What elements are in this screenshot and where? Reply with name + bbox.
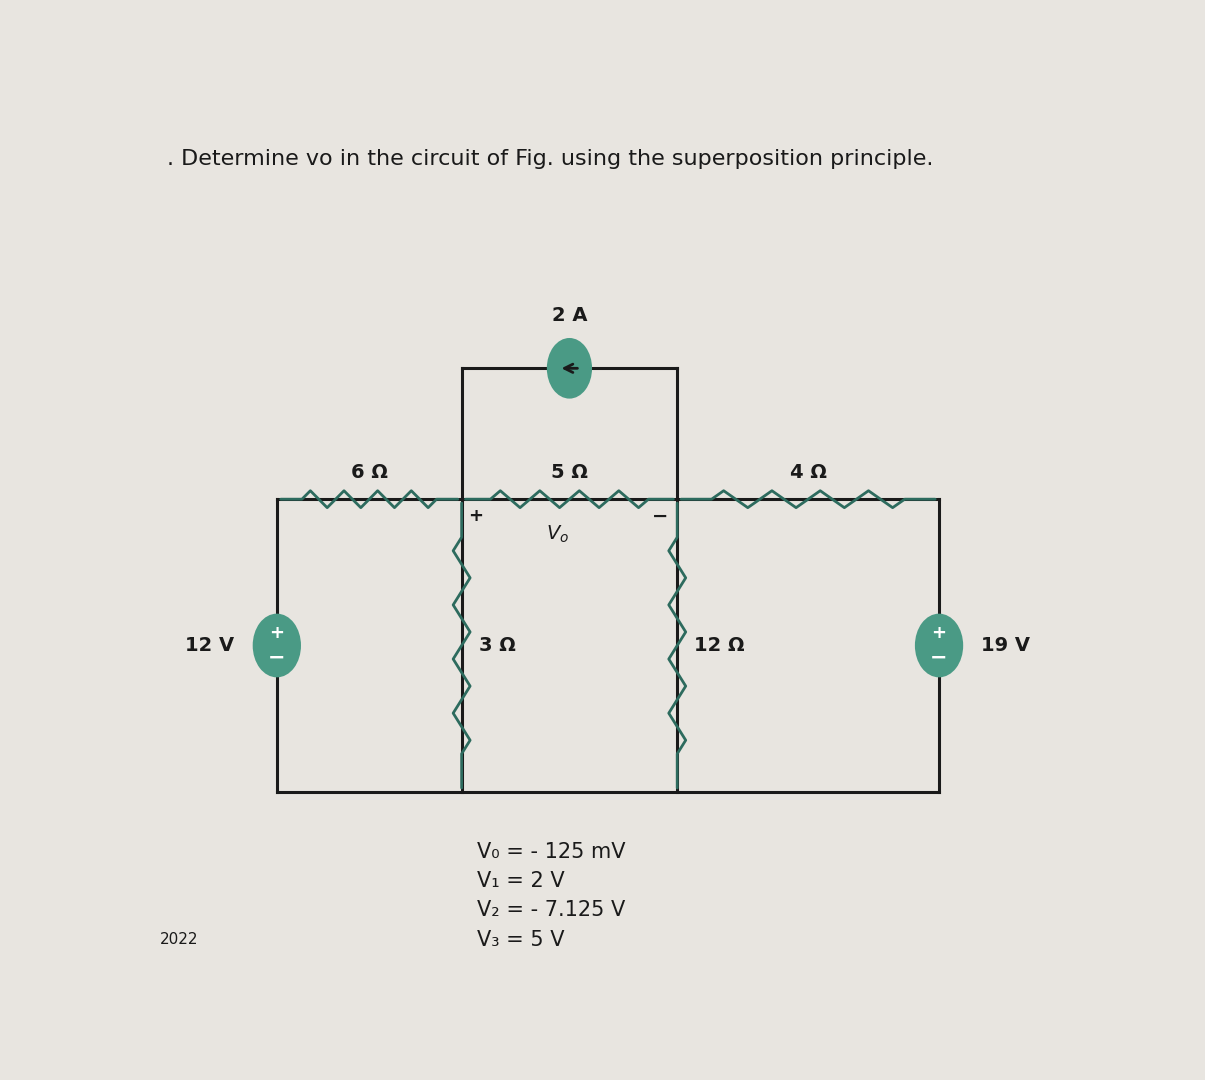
Text: 6 Ω: 6 Ω — [351, 463, 388, 483]
Text: 4 Ω: 4 Ω — [789, 463, 827, 483]
Text: −: − — [652, 507, 669, 526]
Text: 12 Ω: 12 Ω — [694, 636, 745, 654]
Text: +: + — [270, 624, 284, 643]
Ellipse shape — [916, 615, 962, 676]
Text: V₀ = - 125 mV: V₀ = - 125 mV — [477, 841, 625, 862]
Ellipse shape — [254, 615, 300, 676]
Text: $V_o$: $V_o$ — [546, 524, 570, 545]
Text: 3 Ω: 3 Ω — [478, 636, 516, 654]
Text: 12 V: 12 V — [186, 636, 235, 654]
Ellipse shape — [548, 339, 590, 397]
Text: 19 V: 19 V — [981, 636, 1030, 654]
Text: 2022: 2022 — [160, 932, 199, 947]
Text: 2 A: 2 A — [552, 307, 587, 325]
Text: −: − — [268, 648, 286, 667]
Text: 5 Ω: 5 Ω — [551, 463, 588, 483]
Text: V₃ = 5 V: V₃ = 5 V — [477, 930, 564, 949]
Text: . Determine vo in the circuit of Fig. using the superposition principle.: . Determine vo in the circuit of Fig. us… — [167, 149, 934, 168]
Text: V₂ = - 7.125 V: V₂ = - 7.125 V — [477, 901, 625, 920]
Text: +: + — [931, 624, 947, 643]
Text: +: + — [468, 508, 483, 525]
Text: V₁ = 2 V: V₁ = 2 V — [477, 872, 565, 891]
Text: −: − — [930, 648, 948, 667]
